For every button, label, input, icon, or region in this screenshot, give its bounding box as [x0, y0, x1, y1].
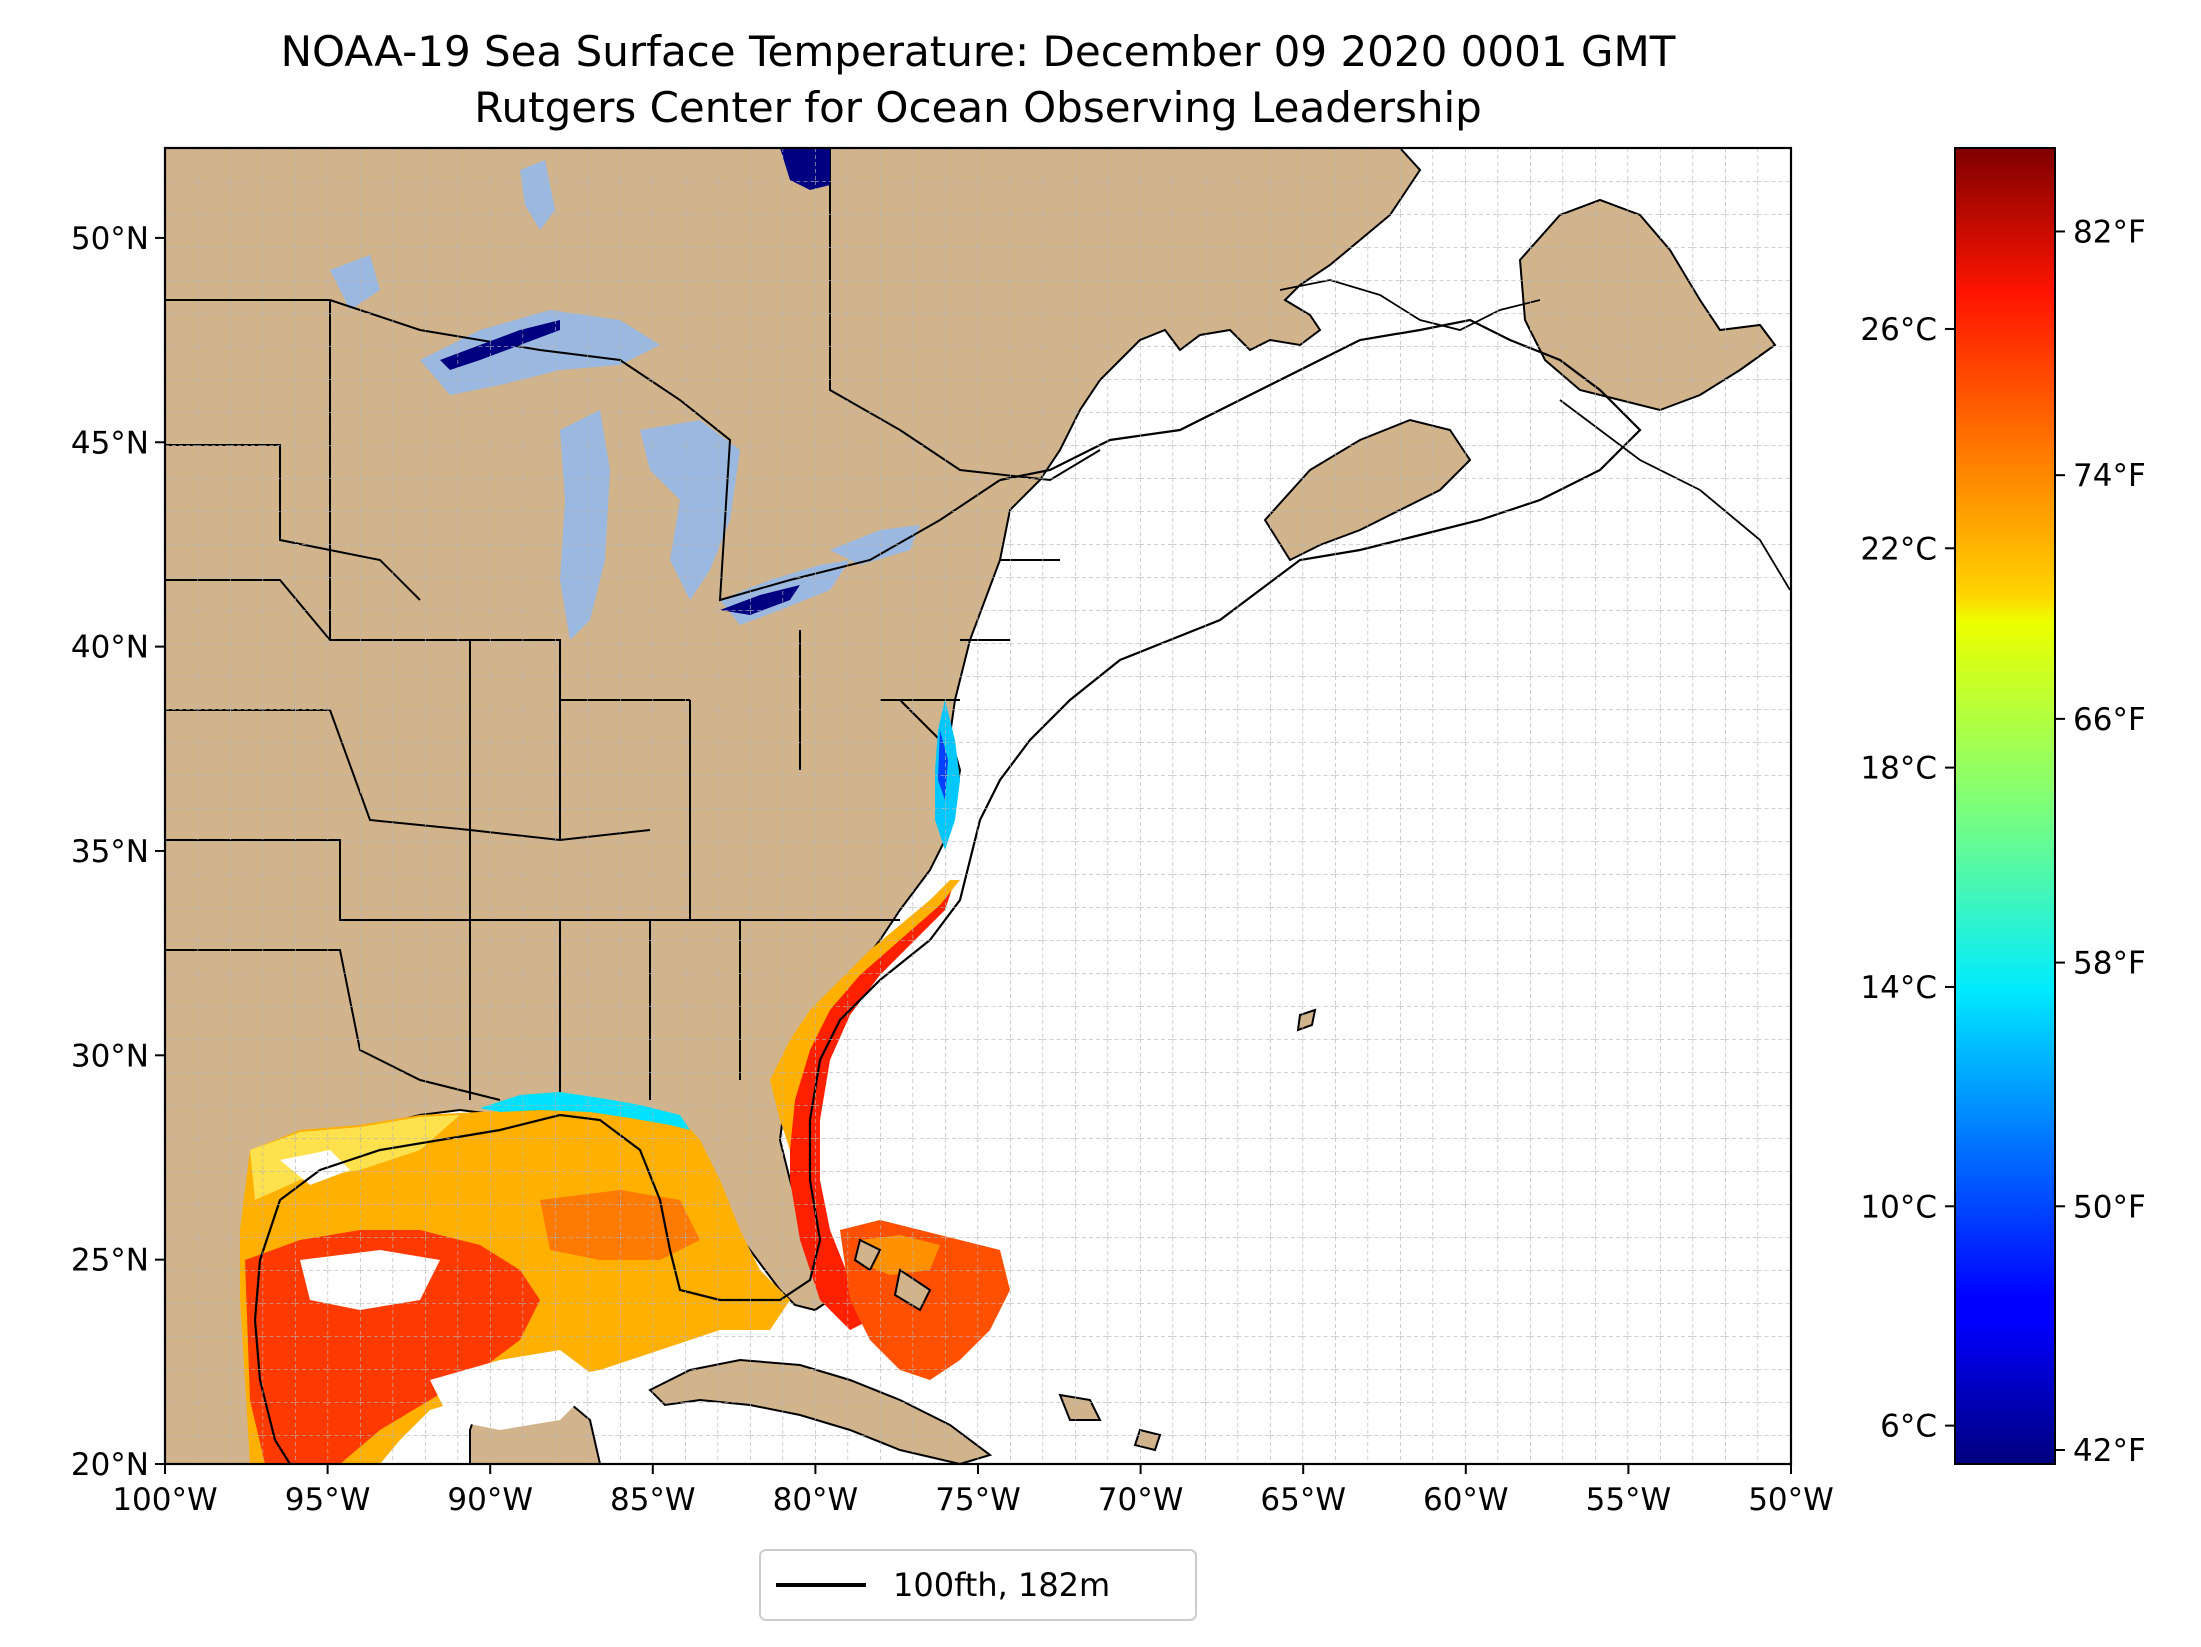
- x-tick-label: 85°W: [610, 1482, 696, 1518]
- graticule: [165, 148, 1791, 1464]
- colorbar-celsius-label: 6°C: [1880, 1409, 1937, 1445]
- x-tick-label: 95°W: [285, 1482, 371, 1518]
- colorbar-celsius-label: 18°C: [1860, 751, 1937, 787]
- x-tick-label: 70°W: [1098, 1482, 1184, 1518]
- x-tick-label: 75°W: [935, 1482, 1021, 1518]
- map-panel[interactable]: [165, 140, 1791, 1464]
- title-line-1: NOAA-19 Sea Surface Temperature: Decembe…: [281, 27, 1676, 76]
- x-tick-label: 55°W: [1586, 1482, 1672, 1518]
- title-line-2: Rutgers Center for Ocean Observing Leade…: [474, 83, 1482, 132]
- colorbar-fahrenheit-label: 50°F: [2073, 1189, 2146, 1225]
- x-axis: 100°W 95°W 90°W 85°W 80°W 75°W 70°W 65°W 60°W 55°…: [112, 1464, 1834, 1518]
- x-tick-label: 50°W: [1748, 1482, 1834, 1518]
- colorbar-fahrenheit-label: 66°F: [2073, 702, 2146, 738]
- legend: 100fth, 182m: [759, 1549, 1197, 1621]
- colorbar-fahrenheit-label: 58°F: [2073, 946, 2146, 982]
- colorbar-celsius-label: 22°C: [1860, 531, 1937, 567]
- colorbar-celsius-label: 10°C: [1860, 1189, 1937, 1225]
- x-tick-label: 60°W: [1423, 1482, 1509, 1518]
- y-axis: 20°N 25°N 30°N 35°N 40°N 45°N 50°N: [71, 221, 165, 1483]
- colorbar: 6°C 10°C 14°C 18°C 22°C 26°C 42°F 50°F 58°F 66°F…: [1860, 147, 2146, 1469]
- colorbar-celsius-label: 14°C: [1860, 970, 1937, 1006]
- y-tick-label: 20°N: [71, 1447, 149, 1483]
- y-tick-label: 30°N: [71, 1038, 149, 1074]
- colorbar-gradient: [1954, 147, 2056, 1465]
- colorbar-fahrenheit-label: 82°F: [2073, 214, 2146, 250]
- y-tick-label: 25°N: [71, 1243, 149, 1279]
- x-tick-label: 80°W: [773, 1482, 859, 1518]
- colorbar-fahrenheit-label: 74°F: [2073, 458, 2146, 494]
- colorbar-fahrenheit-label: 42°F: [2073, 1433, 2146, 1469]
- x-tick-label: 65°W: [1260, 1482, 1346, 1518]
- y-tick-label: 40°N: [71, 630, 149, 666]
- colorbar-celsius-label: 26°C: [1860, 312, 1937, 348]
- x-tick-label: 90°W: [447, 1482, 533, 1518]
- legend-label: 100fth, 182m: [893, 1566, 1110, 1604]
- y-tick-label: 35°N: [71, 834, 149, 870]
- y-tick-label: 45°N: [71, 425, 149, 461]
- x-tick-label: 100°W: [112, 1482, 217, 1518]
- y-tick-label: 50°N: [71, 221, 149, 257]
- legend-box: [759, 1549, 1197, 1621]
